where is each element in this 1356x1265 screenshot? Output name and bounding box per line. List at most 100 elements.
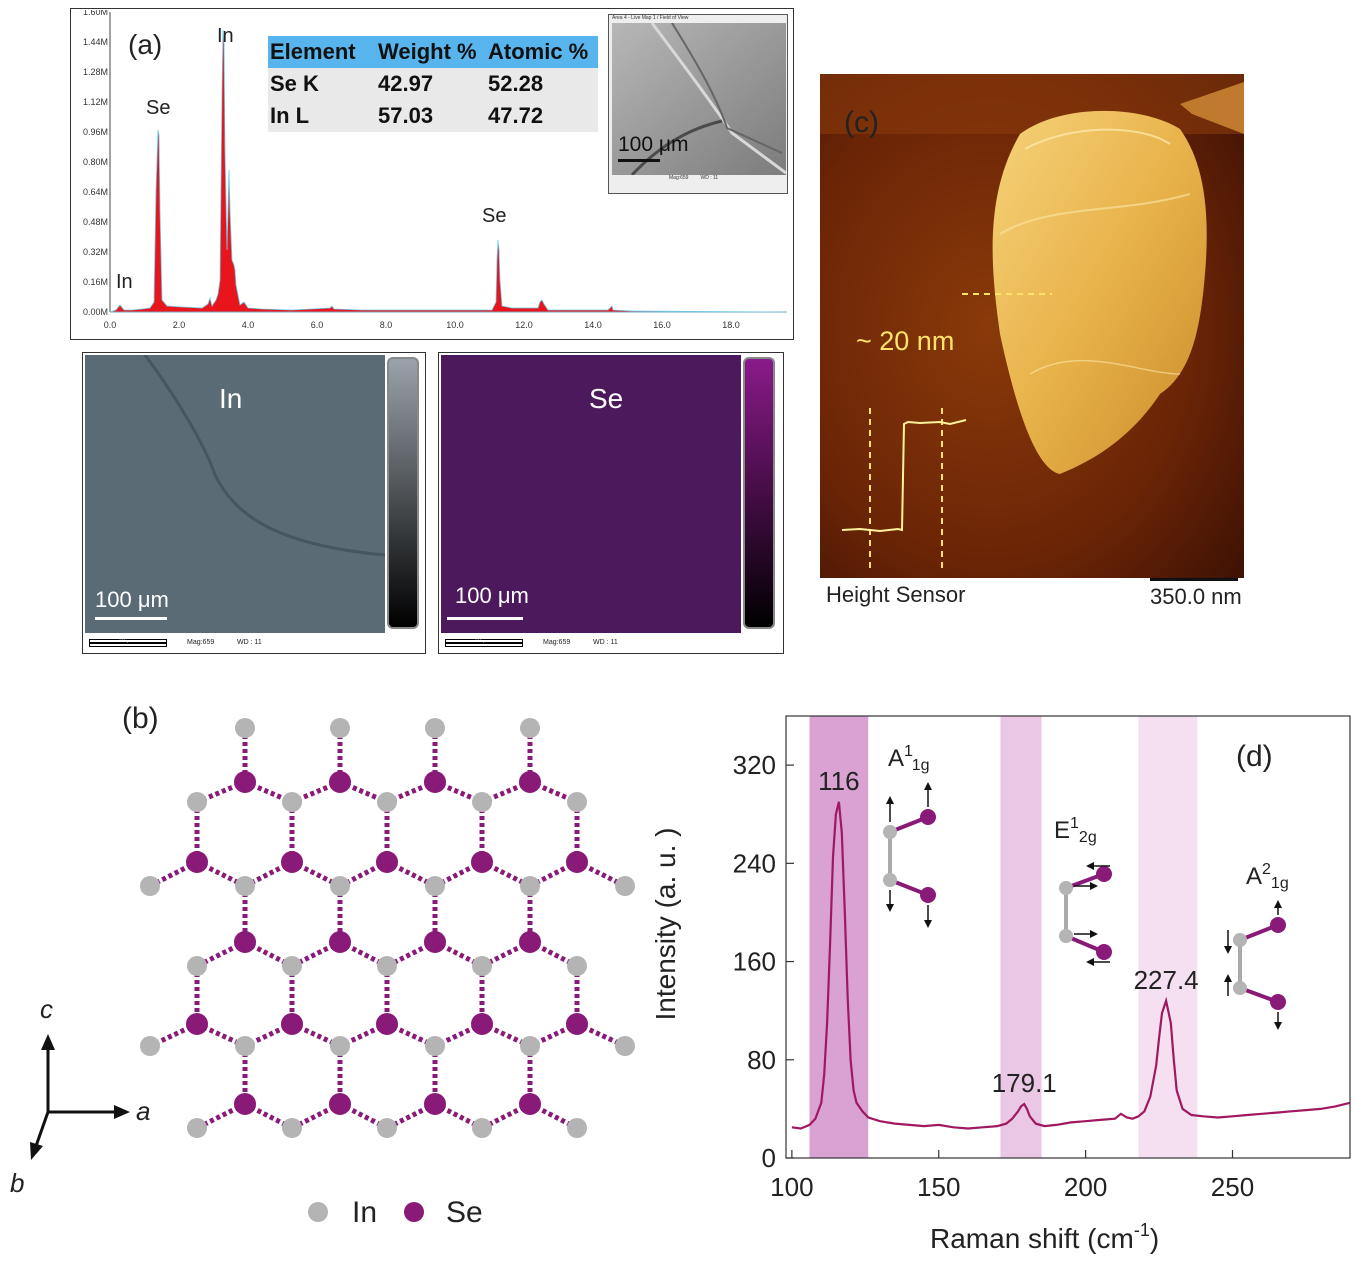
- raman-axes: 100 150 200 250 0 80 160 240 320: [733, 750, 1255, 1202]
- se-atom: [234, 771, 256, 793]
- se-atom: [281, 851, 303, 873]
- se-atom: [234, 1093, 256, 1115]
- map-se: Se 100 μm 100 μm Mag:659 WD : 11: [438, 352, 784, 654]
- eds-spectrum-fill: [109, 29, 788, 313]
- in-atom: [520, 718, 540, 738]
- mode-label-e12g: E12g: [1054, 815, 1097, 846]
- in-atom: [330, 876, 350, 896]
- eds-cell: 57.03: [378, 103, 434, 128]
- in-atom: [140, 876, 160, 896]
- map-se-mag: Mag:659: [543, 639, 571, 646]
- eds-x-tick-label: 12.0: [515, 320, 533, 330]
- in-atom: [282, 1118, 302, 1138]
- sem-inset-footer: Mag:659 WD : 11: [609, 175, 787, 181]
- mode-a1g-diagram: [883, 782, 936, 928]
- raman-peak-label: 227.4: [1134, 965, 1199, 995]
- map-in-image: In 100 μm: [85, 355, 385, 633]
- panel-d-label: (d): [1236, 740, 1273, 773]
- map-se-footer: 100 μm Mag:659 WD : 11: [443, 637, 743, 651]
- map-se-image: Se 100 μm: [441, 355, 741, 633]
- sem-inset-wd: WD : 11: [700, 175, 719, 181]
- in-atom: [520, 876, 540, 896]
- eds-y-tick-label: 1.12M: [83, 97, 108, 107]
- in-atom: [187, 1118, 207, 1138]
- in-atom: [567, 792, 587, 812]
- axis-a-label: a: [136, 1096, 150, 1126]
- afm-height-label: ~ 20 nm: [856, 326, 954, 356]
- eds-col-atomic: Atomic %: [488, 39, 589, 64]
- in-atom: [235, 876, 255, 896]
- mode-label-a1g: A11g: [888, 743, 930, 774]
- in-atom: [377, 792, 397, 812]
- peak-label: Se: [482, 205, 506, 227]
- map-in-scale-label: 100 μm: [95, 587, 169, 612]
- raman-x-tick-label: 200: [1064, 1172, 1107, 1202]
- in-atom: [472, 792, 492, 812]
- in-atom: [235, 718, 255, 738]
- map-in-colorbar: [387, 357, 419, 629]
- eds-spectrum: 1.60M 1.44M 1.28M 1.12M 0.96M 0.80M 0.64M 0.48M…: [83, 10, 788, 330]
- map-se-colorbar: [743, 357, 775, 629]
- map-se-scale-bar: [447, 617, 523, 620]
- eds-cell: In L: [270, 103, 310, 128]
- se-atom: [281, 1013, 303, 1035]
- eds-col-weight: Weight %: [378, 39, 477, 64]
- eds-cell: 42.97: [378, 71, 434, 96]
- in-atom: [187, 792, 207, 812]
- eds-x-ticks: 0.0 2.0 4.0 6.0 8.0 10.0 12.0 14.0 16.0 18.0: [104, 320, 740, 330]
- se-atom: [376, 1013, 398, 1035]
- in-atom: [140, 1036, 160, 1056]
- afm-height-profile: [841, 419, 967, 533]
- eds-table-row: Se K 42.97 52.28: [268, 68, 598, 100]
- mode-e12g-diagram: [1059, 862, 1112, 966]
- legend-se-label: Se: [446, 1196, 483, 1229]
- in-atom: [235, 1036, 255, 1056]
- eds-x-tick-label: 6.0: [311, 320, 324, 330]
- sem-inset-mag: Mag:659: [669, 175, 689, 181]
- in-atom: [330, 1036, 350, 1056]
- legend-se-marker: [404, 1202, 424, 1222]
- eds-x-tick-label: 16.0: [653, 320, 671, 330]
- in-atom: [520, 1036, 540, 1056]
- se-atom: [186, 851, 208, 873]
- raman-y-tick-label: 80: [747, 1045, 776, 1075]
- se-atom: [329, 771, 351, 793]
- map-se-wd: WD : 11: [593, 639, 618, 646]
- sem-inset-image: 100 μm: [612, 23, 786, 175]
- in-atom: [377, 956, 397, 976]
- raman-y-tick-label: 160: [733, 947, 776, 977]
- axis-c-label: c: [40, 994, 53, 1024]
- se-atom: [329, 1093, 351, 1115]
- eds-y-tick-label: 1.28M: [83, 67, 108, 77]
- raman-x-tick-label: 150: [917, 1172, 960, 1202]
- eds-y-tick-label: 0.32M: [83, 247, 108, 257]
- eds-x-tick-label: 2.0: [173, 320, 186, 330]
- se-atom: [376, 851, 398, 873]
- se-atom: [186, 1013, 208, 1035]
- eds-col-element: Element: [270, 39, 356, 64]
- in-atom: [567, 956, 587, 976]
- se-atom: [424, 931, 446, 953]
- se-atom: [519, 931, 541, 953]
- raman-xlabel: Raman shift (cm-1): [930, 1220, 1159, 1254]
- in-atom: [377, 1118, 397, 1138]
- mode-a21g-diagram: [1224, 900, 1286, 1030]
- eds-y-tick-label: 0.16M: [83, 277, 108, 287]
- eds-x-tick-label: 10.0: [446, 320, 464, 330]
- raman-band: [1000, 716, 1042, 1158]
- in-atom: [282, 792, 302, 812]
- in-atom: [567, 1118, 587, 1138]
- in-atom: [472, 956, 492, 976]
- panel-c-label: (c): [844, 106, 879, 139]
- raman-ylabel-text: Intensity (a. u. ): [650, 827, 681, 1021]
- se-atom: [234, 931, 256, 953]
- map-in-wd: WD : 11: [237, 639, 262, 646]
- se-atom: [329, 931, 351, 953]
- raman-peak-label: 116: [818, 766, 859, 796]
- se-atom: [566, 851, 588, 873]
- eds-cell: Se K: [270, 71, 319, 96]
- raman-y-tick-label: 240: [733, 848, 776, 878]
- mode-label-a21g: A21g: [1246, 861, 1289, 892]
- eds-table: Element Weight % Atomic % Se K 42.97 52.…: [268, 36, 598, 132]
- eds-x-tick-label: 0.0: [104, 320, 117, 330]
